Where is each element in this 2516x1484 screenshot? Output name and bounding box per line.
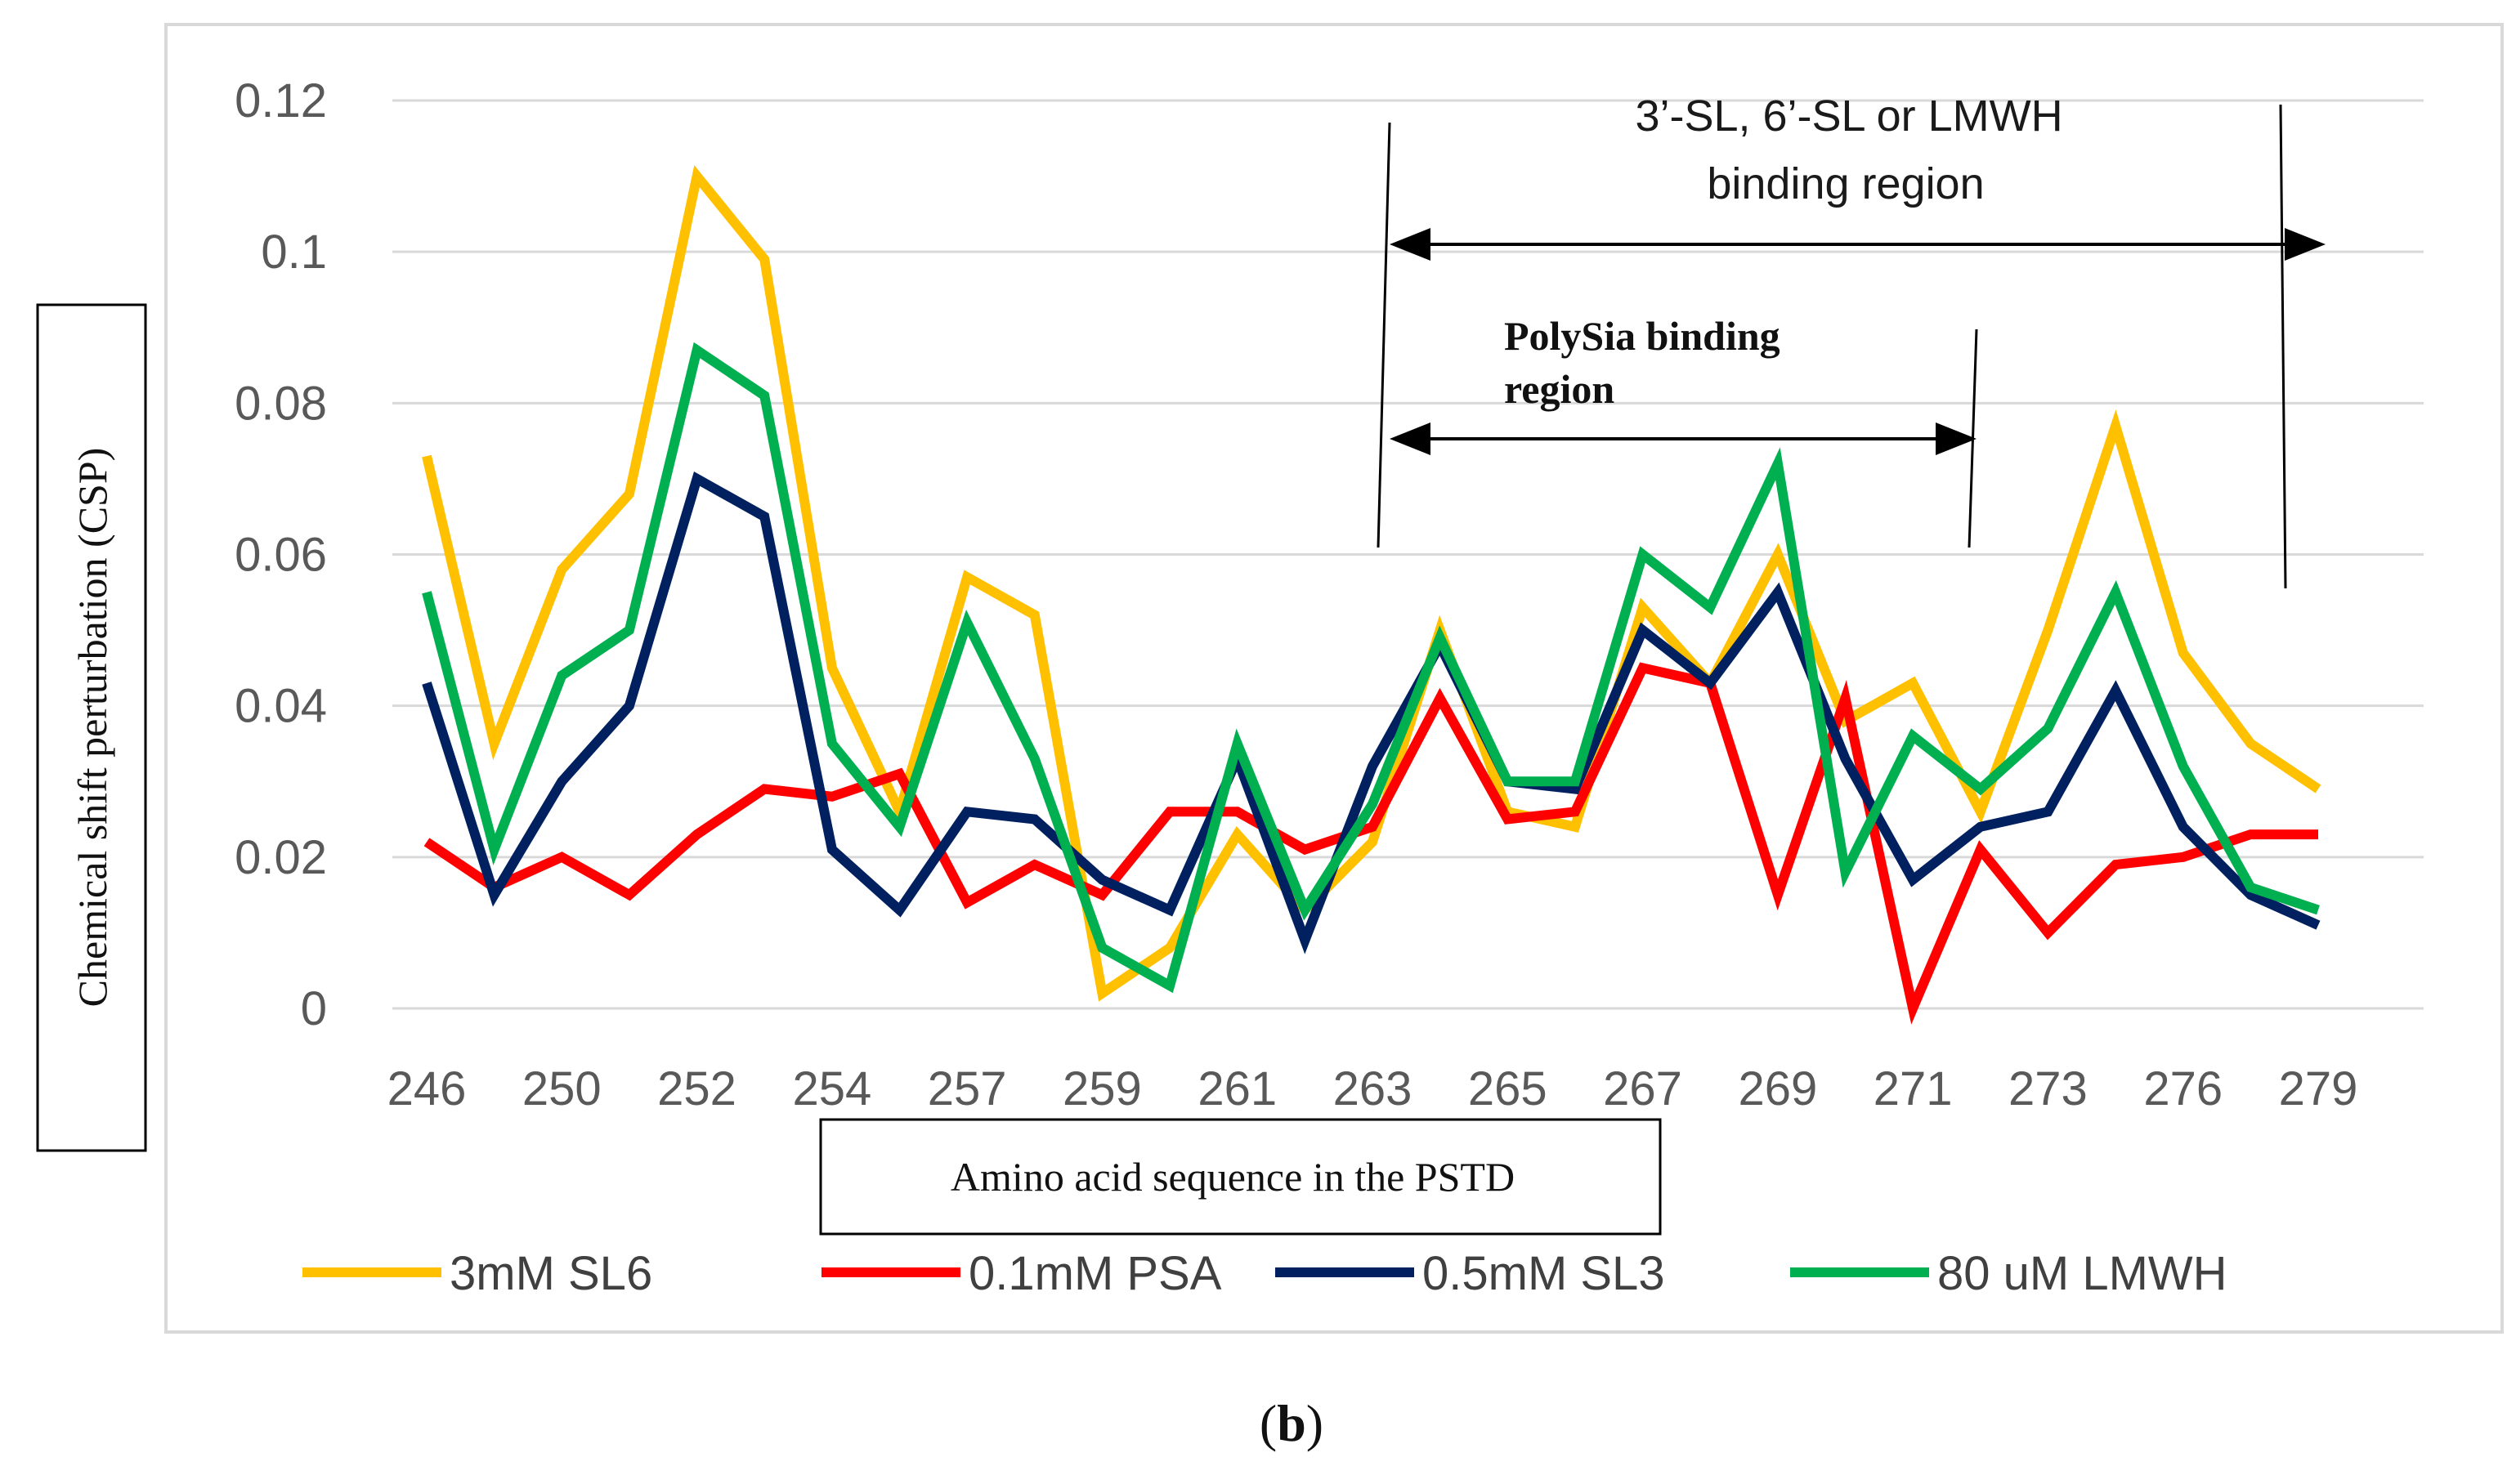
legend-label-0-5mm-sl3: 0.5mM SL3 bbox=[1422, 1247, 1665, 1300]
x-tick-label: 279 bbox=[2279, 1062, 2358, 1115]
chart-frame bbox=[164, 23, 2504, 1334]
caption-letter: b bbox=[1277, 1394, 1306, 1452]
legend: 3mM SL6 0.1mM PSA 0.5mM SL3 80 uM LMWH bbox=[302, 1247, 2227, 1300]
y-tick-labels: 0 0.02 0.04 0.06 0.08 0.1 0.12 bbox=[235, 74, 327, 1035]
binding-region-annotations: 3’-SL, 6’-SL or LMWH binding region Poly… bbox=[1377, 92, 2326, 589]
x-tick-labels: 246 250 252 254 257 259 261 263 265 267 269 271 273 2… bbox=[387, 1062, 2358, 1115]
legend-label-0-1mm-psa: 0.1mM PSA bbox=[969, 1247, 1222, 1300]
outer-region-label-line2: binding region bbox=[1707, 159, 1984, 208]
outer-region-arrowhead-left bbox=[1390, 228, 1430, 261]
x-tick-label: 276 bbox=[2143, 1062, 2223, 1115]
x-tick-label: 252 bbox=[657, 1062, 736, 1115]
caption-open-paren: ( bbox=[1260, 1394, 1277, 1452]
gridlines bbox=[392, 99, 2424, 1010]
figure-caption: (b) bbox=[1260, 1394, 1323, 1452]
y-tick-label: 0.02 bbox=[235, 831, 327, 884]
x-axis-label-box bbox=[819, 1118, 1662, 1236]
x-tick-label: 257 bbox=[928, 1062, 1007, 1115]
x-tick-label: 246 bbox=[387, 1062, 467, 1115]
outer-region-arrowhead-right bbox=[2285, 228, 2326, 261]
x-tick-label: 259 bbox=[1063, 1062, 1142, 1115]
x-tick-label: 269 bbox=[1738, 1062, 1817, 1115]
x-tick-label: 273 bbox=[2008, 1062, 2088, 1115]
y-axis-label: Chemical shift perturbation (CSP) bbox=[69, 448, 115, 1008]
y-tick-label: 0.06 bbox=[235, 529, 327, 582]
x-tick-label: 250 bbox=[522, 1062, 602, 1115]
inner-region-label-line1: PolySia binding bbox=[1504, 313, 1780, 359]
y-axis-label-box bbox=[36, 303, 147, 1152]
x-tick-label: 261 bbox=[1198, 1062, 1277, 1115]
y-tick-label: 0.04 bbox=[235, 680, 327, 733]
y-tick-label: 0.12 bbox=[235, 74, 327, 127]
outer-region-left-boundary bbox=[1377, 122, 1391, 548]
series-line-0-1mm-psa bbox=[423, 662, 2318, 1025]
x-tick-label: 267 bbox=[1603, 1062, 1682, 1115]
y-tick-label: 0.1 bbox=[261, 226, 327, 279]
x-tick-label: 265 bbox=[1468, 1062, 1547, 1115]
series-lines bbox=[422, 165, 2321, 1025]
outer-region-right-boundary bbox=[2279, 104, 2287, 589]
inner-region-label-line2: region bbox=[1504, 366, 1614, 412]
x-tick-label: 263 bbox=[1333, 1062, 1412, 1115]
series-line-3mm-sl6 bbox=[422, 165, 2321, 1002]
x-axis-label: Amino acid sequence in the PSTD bbox=[951, 1154, 1515, 1200]
y-tick-label: 0 bbox=[301, 982, 327, 1035]
legend-label-80-um-lmwh: 80 uM LMWH bbox=[1937, 1247, 2227, 1300]
series-line-0-5mm-sl3 bbox=[422, 471, 2321, 954]
legend-label-3mm-sl6: 3mM SL6 bbox=[450, 1247, 652, 1300]
caption-close-paren: ) bbox=[1306, 1394, 1323, 1452]
x-tick-label: 271 bbox=[1874, 1062, 1953, 1115]
y-tick-label: 0.08 bbox=[235, 377, 327, 430]
outer-region-label-line1: 3’-SL, 6’-SL or LMWH bbox=[1635, 92, 2062, 141]
series-line-80-um-lmwh bbox=[422, 342, 2320, 994]
x-tick-label: 254 bbox=[792, 1062, 871, 1115]
inner-region-arrowhead-left bbox=[1390, 422, 1430, 455]
inner-region-arrowhead-right bbox=[1936, 422, 1977, 455]
